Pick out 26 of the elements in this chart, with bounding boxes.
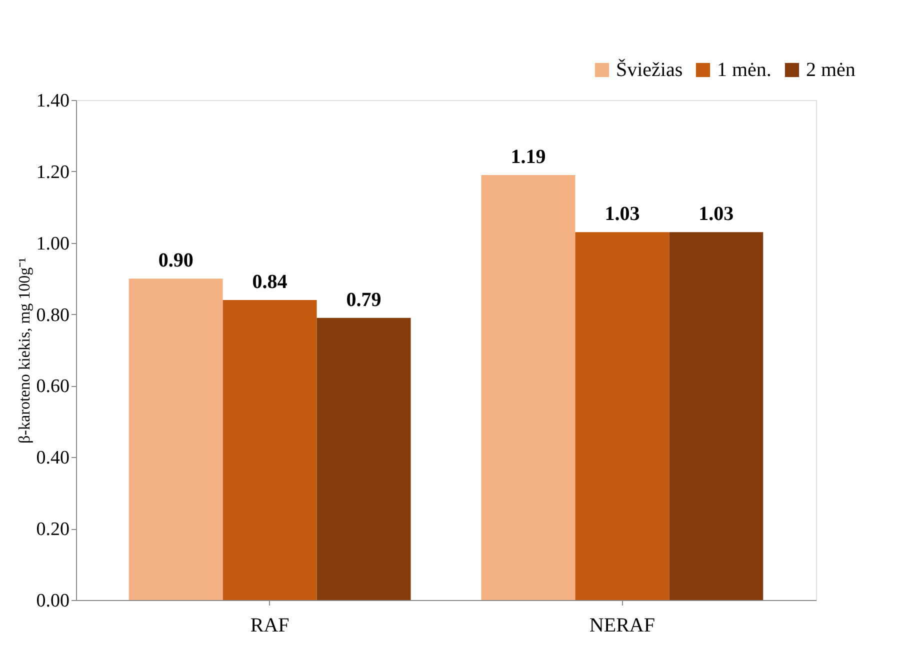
data-label: 0.79: [346, 288, 382, 311]
x-tick-label: RAF: [250, 614, 290, 636]
legend-label: 2 mėn: [806, 59, 856, 81]
bar: [575, 232, 670, 600]
data-label: 1.19: [510, 146, 546, 168]
y-axis-title: β-karoteno kiekis, mg 100g⁻¹: [16, 257, 34, 444]
legend-label: Šviežias: [616, 58, 683, 81]
x-tick-label: NERAF: [589, 614, 655, 636]
data-label: 1.03: [698, 203, 734, 226]
bar: [222, 300, 317, 600]
y-tick-label: 0.00: [36, 590, 70, 612]
data-label: 0.90: [158, 250, 194, 272]
bar: [669, 232, 764, 600]
bar: [128, 278, 223, 600]
y-tick-label: 1.40: [36, 90, 70, 112]
data-label: 1.03: [604, 203, 640, 226]
data-label: 0.84: [252, 271, 288, 293]
y-tick-label: 0.60: [36, 376, 70, 398]
y-tick-label: 0.80: [36, 304, 70, 326]
y-tick-label: 0.40: [36, 448, 70, 469]
bar: [481, 175, 576, 600]
y-tick-label: 1.00: [36, 233, 70, 254]
y-tick-label: 1.20: [36, 162, 70, 183]
legend-label: 1 mėn.: [717, 59, 772, 81]
y-tick-label: 0.20: [36, 519, 70, 540]
bar: [316, 318, 411, 600]
